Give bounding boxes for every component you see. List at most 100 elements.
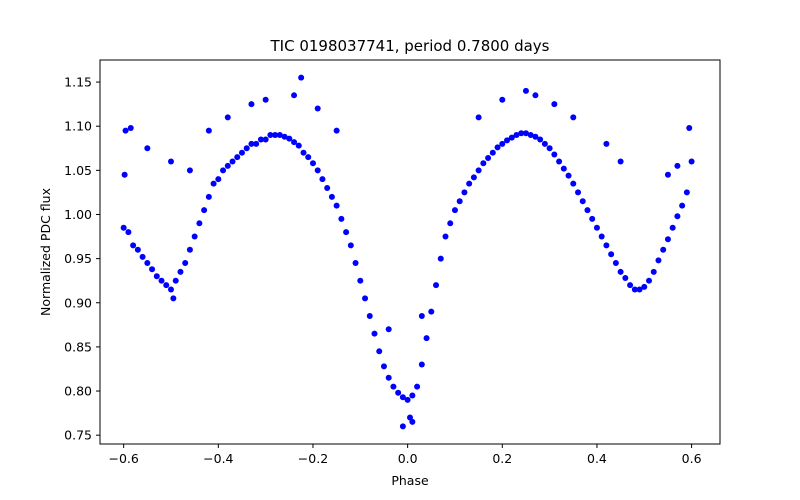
data-point <box>352 260 359 267</box>
data-point <box>224 162 231 169</box>
data-point <box>170 295 177 302</box>
y-tick-label: 1.00 <box>64 207 92 222</box>
data-point <box>125 229 132 236</box>
data-point <box>153 273 160 280</box>
data-point <box>622 275 629 282</box>
x-axis-label: Phase <box>391 473 429 488</box>
data-point <box>674 162 681 169</box>
data-point <box>338 215 345 222</box>
data-point <box>646 277 653 284</box>
data-point <box>570 180 577 187</box>
data-point <box>603 242 610 249</box>
data-point <box>376 348 383 355</box>
data-point <box>527 132 534 139</box>
data-point <box>186 246 193 253</box>
data-point <box>328 193 335 200</box>
data-point <box>532 92 539 99</box>
data-point <box>319 176 326 183</box>
data-point <box>272 132 279 139</box>
data-point <box>127 124 134 131</box>
data-point <box>480 160 487 167</box>
data-point <box>229 158 236 165</box>
data-point <box>234 154 241 161</box>
data-point <box>551 101 558 108</box>
data-point <box>485 154 492 161</box>
data-point <box>686 124 693 131</box>
y-tick-label: 0.85 <box>64 339 92 354</box>
data-point <box>144 260 151 267</box>
data-point <box>456 198 463 205</box>
data-point <box>617 268 624 275</box>
data-point <box>380 363 387 370</box>
data-point <box>414 383 421 390</box>
data-point <box>669 224 676 231</box>
data-point <box>589 215 596 222</box>
data-point <box>210 180 217 187</box>
data-point <box>470 174 477 181</box>
y-tick-label: 0.75 <box>64 428 92 443</box>
data-point <box>262 136 269 143</box>
data-point <box>314 167 321 174</box>
data-point <box>362 295 369 302</box>
data-point <box>584 207 591 214</box>
data-point <box>522 87 529 94</box>
data-point <box>466 180 473 187</box>
data-point <box>343 229 350 236</box>
data-point <box>475 114 482 121</box>
x-tick-label: −0.6 <box>108 451 138 466</box>
data-point <box>248 101 255 108</box>
data-point <box>253 140 260 147</box>
y-tick-label: 0.90 <box>64 295 92 310</box>
data-point <box>442 233 449 240</box>
data-point <box>314 105 321 112</box>
y-axis-label: Normalized PDC flux <box>38 188 53 316</box>
y-tick-label: 1.10 <box>64 119 92 134</box>
data-point <box>172 277 179 284</box>
data-point <box>688 158 695 165</box>
data-point <box>579 198 586 205</box>
data-point <box>305 154 312 161</box>
x-tick-label: 0.2 <box>492 451 512 466</box>
data-point <box>499 96 506 103</box>
data-point <box>257 136 264 143</box>
y-axis-ticks: 0.75 0.80 0.85 0.90 0.95 1.00 1.05 1.10 1.15 <box>64 75 100 443</box>
data-point <box>612 260 619 267</box>
y-tick-label: 0.95 <box>64 251 92 266</box>
data-point <box>333 127 340 134</box>
data-point <box>144 145 151 152</box>
data-point <box>158 277 165 284</box>
data-point <box>399 423 406 430</box>
data-point <box>371 330 378 337</box>
y-tick-label: 1.05 <box>64 163 92 178</box>
data-point <box>248 140 255 147</box>
data-point <box>461 189 468 196</box>
data-point <box>683 189 690 196</box>
data-point <box>333 202 340 209</box>
data-point <box>120 224 127 231</box>
data-point <box>220 167 227 174</box>
data-point <box>504 137 511 144</box>
data-point <box>499 140 506 147</box>
data-point <box>418 313 425 319</box>
data-point <box>660 246 667 253</box>
data-point <box>494 144 501 151</box>
data-point <box>298 74 305 81</box>
data-point <box>366 313 373 319</box>
data-point <box>608 251 615 258</box>
chart-title: TIC 0198037741, period 0.7800 days <box>269 37 549 55</box>
data-point <box>281 133 288 140</box>
data-point <box>631 286 638 293</box>
data-point <box>201 207 208 214</box>
data-point <box>636 286 643 293</box>
data-point <box>324 185 331 191</box>
data-point <box>291 139 298 146</box>
data-point <box>295 142 302 149</box>
data-point <box>593 224 600 231</box>
data-point <box>224 114 231 121</box>
data-point <box>390 383 397 390</box>
data-point <box>286 135 293 142</box>
data-point <box>664 171 671 178</box>
data-point <box>674 213 681 220</box>
data-point <box>565 172 572 179</box>
